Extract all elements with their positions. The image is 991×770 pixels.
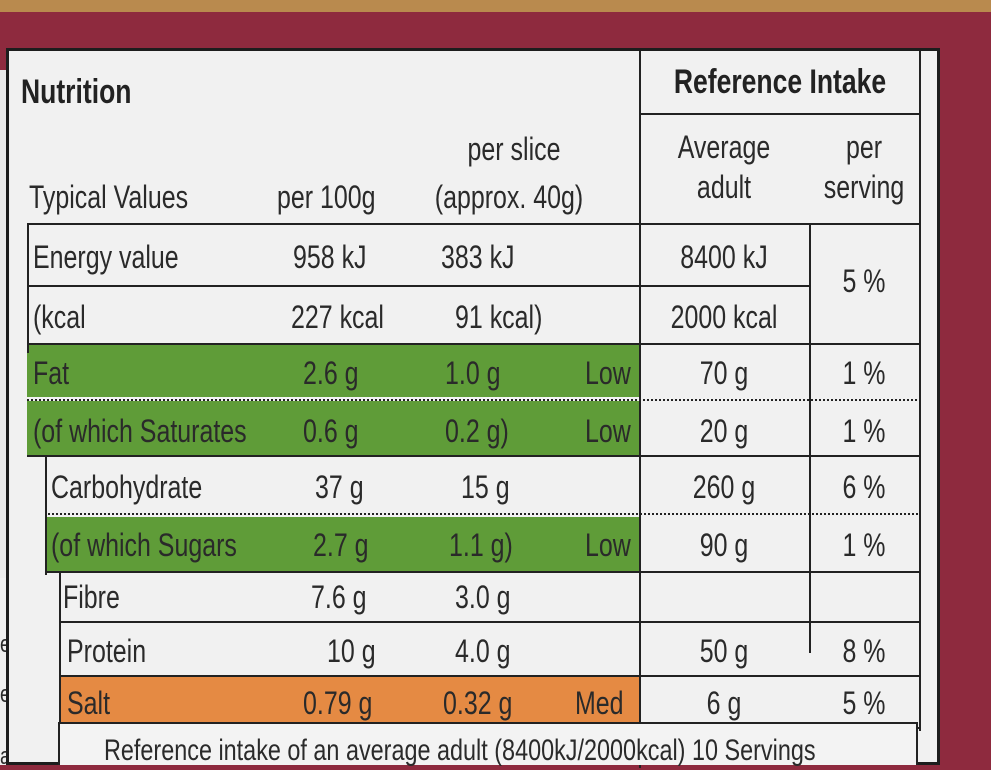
right-border xyxy=(919,51,921,731)
saturates-band xyxy=(27,401,639,455)
carb-dotted-line xyxy=(45,513,921,515)
sugars-line xyxy=(45,571,921,573)
row-ri: 20 g xyxy=(699,413,749,449)
row-label: Fat xyxy=(33,355,70,391)
side-text-1: e xyxy=(0,633,10,657)
average-header-2: adult xyxy=(696,169,752,205)
footer-note: Reference intake of an average adult (84… xyxy=(104,734,816,767)
left-border-mid xyxy=(45,455,47,575)
row-per-slice: 3.0 g xyxy=(455,579,511,615)
typical-values-header: Typical Values xyxy=(29,179,189,215)
row-pct: 1 % xyxy=(842,527,886,563)
sugars-band xyxy=(45,517,639,571)
row-pct: 5 % xyxy=(842,263,886,299)
ri-header-line xyxy=(639,113,921,115)
per100g-header: per 100g xyxy=(277,179,376,215)
kcal-line xyxy=(27,343,921,345)
left-border-upper xyxy=(27,223,29,353)
energy-line xyxy=(27,285,809,287)
row-per100g: 0.79 g xyxy=(303,685,373,721)
average-header-1: Average xyxy=(677,129,771,165)
row-per-slice: 1.0 g xyxy=(445,355,501,391)
row-per100g: 227 kcal xyxy=(291,299,384,335)
table-title: Nutrition xyxy=(21,73,132,111)
row-level-med: Med xyxy=(575,685,624,721)
row-ri: 90 g xyxy=(699,527,749,563)
fibre-line xyxy=(59,621,921,623)
row-per100g: 0.6 g xyxy=(303,413,359,449)
fat-band xyxy=(27,345,639,397)
row-label: Fibre xyxy=(63,579,120,615)
row-ri: 2000 kcal xyxy=(670,299,778,335)
row-ri: 50 g xyxy=(699,633,749,669)
row-ri: 70 g xyxy=(699,355,749,391)
row-level-low: Low xyxy=(585,355,631,391)
per-serving-header-2: serving xyxy=(823,169,905,205)
reference-intake-header: Reference Intake xyxy=(673,63,887,101)
row-pct: 6 % xyxy=(842,469,886,505)
row-per-slice: 4.0 g xyxy=(455,633,511,669)
row-pct: 1 % xyxy=(842,413,886,449)
per-slice-header-2: (approx. 40g) xyxy=(434,179,584,215)
row-label: Salt xyxy=(67,685,111,721)
col-divider-main xyxy=(639,51,641,768)
fat-dotted-line xyxy=(27,399,921,401)
protein-line xyxy=(59,675,921,677)
row-per100g: 7.6 g xyxy=(311,579,367,615)
row-per100g: 958 kJ xyxy=(293,239,367,275)
row-label: Protein xyxy=(67,633,147,669)
row-per100g: 10 g xyxy=(327,633,376,669)
row-pct: 1 % xyxy=(842,355,886,391)
nutrition-table: Nutrition Reference Intake Typical Value… xyxy=(6,48,940,768)
col-divider-pct xyxy=(809,223,811,653)
row-per-slice: 0.32 g xyxy=(443,685,513,721)
row-per100g: 2.7 g xyxy=(313,527,369,563)
salt-band xyxy=(59,677,639,727)
saturates-line xyxy=(27,455,921,457)
row-level-low: Low xyxy=(585,413,631,449)
left-border-lower xyxy=(59,571,61,731)
footer-box: Reference intake of an average adult (84… xyxy=(58,722,918,767)
row-label: Carbohydrate xyxy=(51,469,203,505)
row-ri: 6 g xyxy=(706,685,742,721)
row-per-slice: 15 g xyxy=(461,469,510,505)
row-per-slice: 91 kcal) xyxy=(455,299,543,335)
row-per-slice: 1.1 g) xyxy=(449,527,513,563)
row-label: (of which Sugars xyxy=(51,527,237,563)
row-per-slice: 0.2 g) xyxy=(445,413,509,449)
row-ri: 260 g xyxy=(692,469,756,505)
row-label: Energy value xyxy=(33,239,179,275)
row-per100g: 37 g xyxy=(315,469,364,505)
row-label: (kcal xyxy=(33,299,86,335)
row-ri: 8400 kJ xyxy=(680,239,768,275)
row-per-slice: 383 kJ xyxy=(441,239,515,275)
row-per100g: 2.6 g xyxy=(303,355,359,391)
row-pct: 5 % xyxy=(842,685,886,721)
packaging-top-edge xyxy=(0,0,991,12)
per-serving-header-1: per xyxy=(845,129,883,165)
row-level-low: Low xyxy=(585,527,631,563)
header-line xyxy=(27,223,921,225)
per-slice-header-1: per slice xyxy=(467,131,561,167)
row-pct: 8 % xyxy=(842,633,886,669)
row-label: (of which Saturates xyxy=(33,413,247,449)
